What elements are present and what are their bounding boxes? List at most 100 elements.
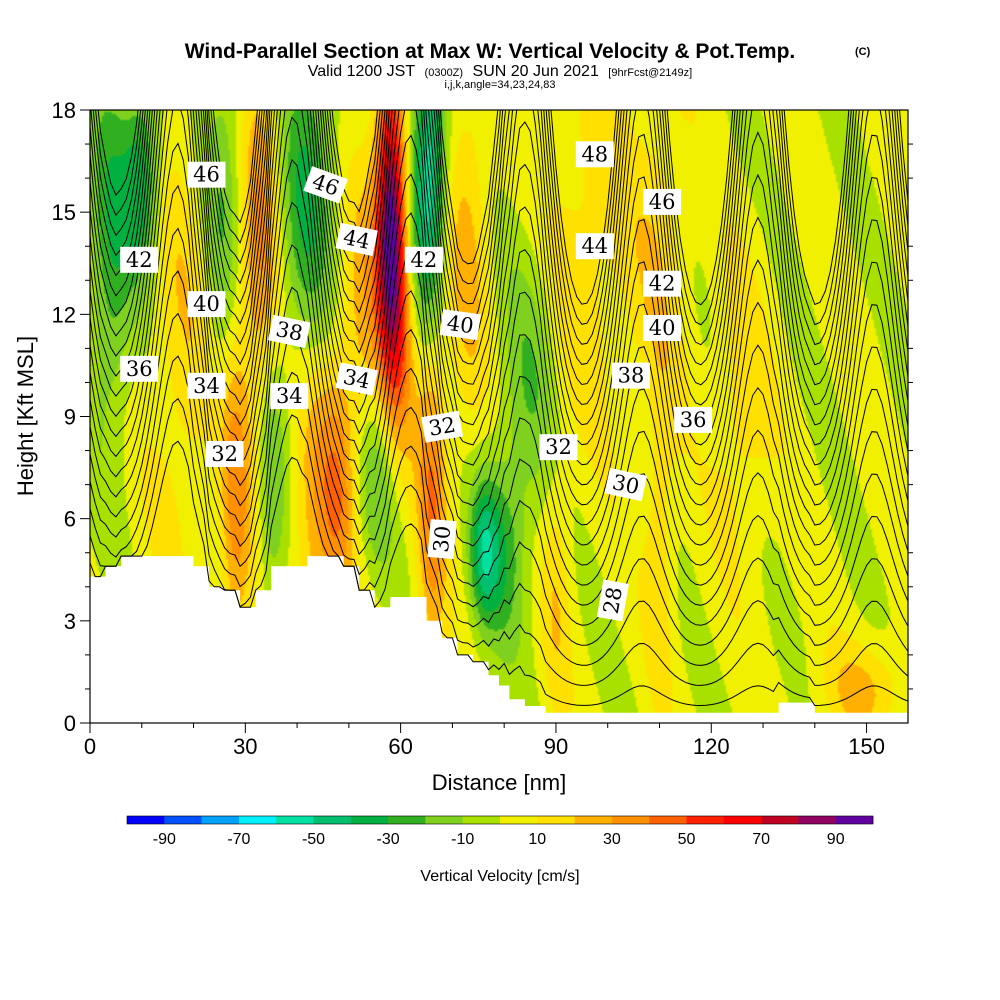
colorbar-tick-label: -30 [377,831,400,848]
contour-label-box [575,141,614,168]
y-tick-label: 15 [52,200,76,225]
colorbar-swatch [313,816,352,824]
colorbar-swatch [574,816,613,824]
y-tick-label: 9 [64,405,76,430]
colorbar-tick-label: 30 [603,831,621,848]
contour-label: 48 [575,141,614,168]
x-tick-label: 60 [388,734,412,759]
contour-label-text: 30 [429,525,455,554]
contour-label-box [643,270,682,297]
y-axis-label: Height [Kft MSL] [13,336,38,496]
contour-label-text: 42 [649,272,676,296]
colorbar-swatch [164,816,202,824]
contour-label-text: 40 [193,292,220,316]
contour-label: 38 [612,362,650,389]
contour-label: 36 [674,406,713,433]
colorbar-swatch [835,816,874,824]
contour-label: 28 [596,579,630,622]
contour-label: 42 [643,270,682,297]
contour-label: 40 [187,291,226,318]
x-tick-label: 90 [544,734,568,759]
x-tick-label: 30 [233,734,257,759]
colorbar-tick-label: 70 [752,831,770,848]
contour-label-box [596,579,630,622]
contour-label-text: 36 [126,357,153,381]
contour-label: 46 [643,188,682,215]
theta-contour [90,110,908,446]
contour-label-box [439,309,481,341]
colorbar-swatch [238,816,277,824]
colorbar-tick-label: 50 [678,831,696,848]
contour-label: 32 [539,434,578,461]
colorbar: -90 -70 -50 -30 -10 10 30 50 70 90 [126,815,874,848]
contour-label-text: 38 [618,364,645,388]
y-tick-label: 3 [64,609,76,634]
contour-label-text: 32 [427,413,457,441]
contour-label: 38 [268,314,311,349]
subtitle-forecast: [9hrFcst@2149z] [608,67,692,79]
contour-label-text: 40 [445,311,475,338]
colorbar-tick-label: -50 [302,831,325,848]
contour-label-text: 42 [411,248,438,272]
contour-label-box [674,406,713,433]
contour-label-text: 48 [581,142,608,166]
contour-label-box [187,372,226,399]
contour-label-box [335,362,378,396]
theta-contour [90,110,908,426]
colorbar-swatch [127,816,165,824]
colorbar-swatch [500,816,538,824]
contour-label: 46 [187,161,226,188]
contour-label-text: 32 [211,442,238,466]
colorbar-swatch [798,816,836,824]
contour-label: 32 [421,410,464,443]
colorbar-swatch [276,816,314,824]
colorbar-label: Vertical Velocity [cm/s] [420,868,579,885]
theta-contour [90,270,908,626]
colorbar-swatch [462,816,501,824]
theta-contour [90,110,908,466]
contour-label-box [187,291,226,318]
contour-label-box [187,161,226,188]
colorbar-tick-label: -10 [451,831,474,848]
contour-label-box [604,467,648,502]
colorbar-swatch [611,816,650,824]
subtitle-valid: Valid 1200 JST [308,63,416,80]
contour-label-box [612,362,650,389]
colorbar-swatch [686,816,725,824]
contour-label: 42 [120,246,159,273]
theta-contour [92,110,908,346]
contour-label: 30 [604,467,648,502]
contour-label: 32 [205,441,244,467]
colorbar-tick-label: -70 [227,831,250,848]
colorbar-swatch [649,816,687,824]
chart-title: Wind-Parallel Section at Max W: Vertical… [185,40,796,63]
contour-label: 40 [643,315,682,341]
contour-label-text: 28 [599,585,627,615]
contour-label-text: 34 [193,374,220,398]
subtitle-utc: (0300Z) [425,67,464,79]
theta-contour [90,110,908,386]
theta-contour [97,110,908,306]
y-tick-label: 18 [52,98,76,123]
colorbar-swatch [350,816,389,824]
chart-subtitle: Valid 1200 JST (0300Z) SUN 20 Jun 2021 [… [308,63,692,80]
theta-contour [90,227,908,606]
chart-title-suffix: (C) [855,46,871,58]
theta-contour [90,110,908,366]
contour-label: 36 [120,355,159,382]
colorbar-swatch [537,816,575,824]
contour-label-box [643,188,682,215]
x-tick-label: 0 [84,734,96,759]
theta-contour [95,110,908,326]
contour-label-box [643,315,682,341]
contour-label-text: 38 [274,317,305,346]
contour-label: 34 [270,383,309,410]
x-axis: 0 30 60 90 120 150 [84,723,885,759]
contour-label-text: 34 [276,384,303,408]
contour-label-text: 46 [649,190,676,214]
contour-label-text: 46 [193,163,220,187]
theta-contour [90,110,908,486]
